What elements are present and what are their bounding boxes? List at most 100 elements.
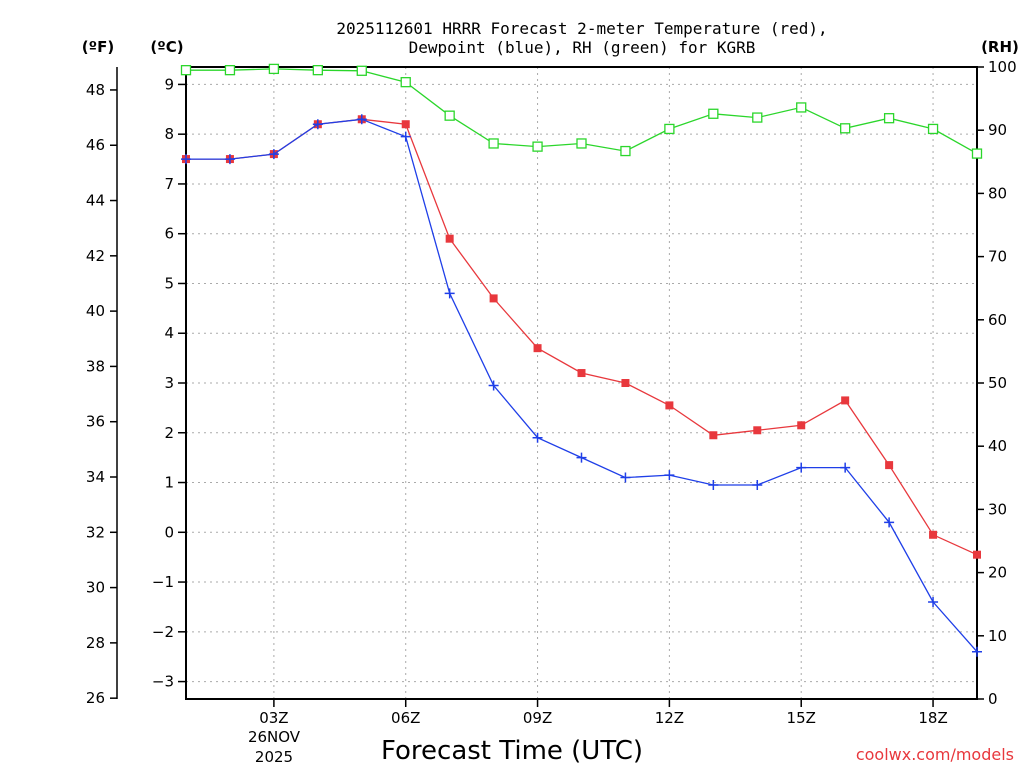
data-series bbox=[180, 63, 983, 657]
dewpoint-point bbox=[488, 380, 499, 391]
fahrenheit-tick-label: 40 bbox=[86, 302, 105, 320]
dewpoint-point bbox=[356, 114, 367, 125]
rh-point bbox=[400, 77, 411, 88]
rh-point bbox=[532, 141, 543, 152]
dewpoint-point bbox=[884, 517, 895, 528]
grid-lines bbox=[186, 67, 977, 699]
temperature-point bbox=[753, 426, 762, 435]
celsius-tick-label: −1 bbox=[152, 573, 174, 591]
dewpoint-point bbox=[224, 154, 235, 165]
dewpoint-point bbox=[752, 480, 763, 491]
fahrenheit-tick-label: 46 bbox=[86, 136, 105, 154]
x-tick-label: 15Z bbox=[787, 709, 816, 727]
rh-series bbox=[180, 63, 983, 159]
rh-point bbox=[312, 65, 323, 76]
dewpoint-point bbox=[532, 432, 543, 443]
celsius-tick-label: 7 bbox=[164, 175, 174, 193]
rh-tick-label: 0 bbox=[988, 690, 998, 708]
celsius-tick-label: 4 bbox=[164, 324, 174, 342]
fahrenheit-tick-label: 30 bbox=[86, 579, 105, 597]
dewpoint-point bbox=[400, 131, 411, 142]
rh-point bbox=[576, 138, 587, 149]
rh-point bbox=[268, 63, 280, 75]
x-axis-label: Forecast Time (UTC) bbox=[381, 736, 643, 766]
dewpoint-point bbox=[312, 119, 323, 130]
rh-point bbox=[752, 112, 763, 123]
rh-point bbox=[224, 65, 236, 76]
fahrenheit-tick-label: 26 bbox=[86, 689, 105, 707]
temperature-point bbox=[709, 431, 718, 440]
dewpoint-point bbox=[664, 470, 675, 481]
fahrenheit-tick-label: 48 bbox=[86, 81, 105, 99]
fahrenheit-unit-label: (ºF) bbox=[82, 38, 114, 56]
temperature-point bbox=[841, 396, 850, 405]
temperature-series bbox=[182, 115, 981, 559]
temperature-point bbox=[489, 294, 498, 303]
dewpoint-point bbox=[840, 462, 851, 473]
chart-title-line1: 2025112601 HRRR Forecast 2-meter Tempera… bbox=[336, 19, 827, 38]
temperature-point bbox=[533, 344, 542, 353]
rh-tick-label: 10 bbox=[988, 627, 1007, 645]
axes: −3−2−10123456789262830323436384042444648… bbox=[86, 58, 1017, 727]
celsius-tick-label: −2 bbox=[152, 623, 174, 641]
celsius-tick-label: 2 bbox=[164, 424, 174, 442]
fahrenheit-tick-label: 32 bbox=[86, 523, 105, 541]
rh-tick-label: 70 bbox=[988, 248, 1007, 266]
rh-point bbox=[664, 123, 675, 135]
temperature-point bbox=[973, 550, 981, 559]
dewpoint-point bbox=[972, 646, 982, 657]
dewpoint-point bbox=[796, 462, 807, 473]
rh-tick-label: 20 bbox=[988, 564, 1007, 582]
labels: 2025112601 HRRR Forecast 2-meter Tempera… bbox=[82, 19, 1019, 766]
celsius-tick-label: 8 bbox=[164, 125, 174, 143]
dewpoint-point bbox=[928, 596, 939, 607]
temperature-point bbox=[665, 401, 674, 410]
rh-point bbox=[796, 102, 807, 113]
temperature-point bbox=[401, 120, 410, 129]
x-tick-label: 12Z bbox=[655, 709, 684, 727]
rh-tick-label: 90 bbox=[988, 121, 1007, 139]
rh-unit-label: (RH) bbox=[981, 38, 1019, 56]
rh-point bbox=[356, 65, 367, 76]
celsius-tick-label: 3 bbox=[164, 374, 174, 392]
fahrenheit-tick-label: 36 bbox=[86, 413, 105, 431]
fahrenheit-tick-label: 28 bbox=[86, 634, 105, 652]
temperature-point bbox=[929, 530, 938, 539]
rh-point bbox=[927, 123, 939, 135]
date-label-line1: 26NOV bbox=[248, 728, 301, 746]
fahrenheit-tick-label: 38 bbox=[86, 357, 105, 375]
celsius-tick-label: 6 bbox=[164, 225, 174, 243]
temperature-line bbox=[186, 118, 978, 556]
x-tick-label: 18Z bbox=[918, 709, 947, 727]
temperature-point bbox=[797, 421, 806, 430]
date-label-line2: 2025 bbox=[255, 748, 293, 766]
rh-point bbox=[488, 138, 499, 149]
celsius-tick-label: 9 bbox=[164, 75, 174, 93]
rh-tick-label: 60 bbox=[988, 311, 1007, 329]
celsius-tick-label: −3 bbox=[152, 673, 174, 691]
rh-point bbox=[883, 113, 895, 124]
rh-point bbox=[708, 108, 719, 119]
x-tick-label: 03Z bbox=[259, 709, 288, 727]
rh-tick-label: 100 bbox=[988, 58, 1017, 76]
dewpoint-line bbox=[186, 118, 978, 653]
x-tick-label: 06Z bbox=[391, 709, 420, 727]
celsius-tick-label: 1 bbox=[164, 474, 174, 492]
rh-point bbox=[840, 123, 851, 134]
dewpoint-point bbox=[268, 149, 279, 160]
rh-tick-label: 40 bbox=[988, 437, 1007, 455]
dewpoint-point bbox=[181, 154, 191, 165]
temperature-point bbox=[621, 379, 630, 387]
dewpoint-series bbox=[181, 114, 982, 657]
rh-tick-label: 30 bbox=[988, 500, 1007, 518]
dewpoint-point bbox=[708, 480, 719, 491]
fahrenheit-tick-label: 42 bbox=[86, 247, 105, 265]
celsius-tick-label: 5 bbox=[164, 274, 174, 292]
celsius-tick-label: 0 bbox=[164, 523, 174, 541]
rh-tick-label: 80 bbox=[988, 184, 1007, 202]
temperature-point bbox=[577, 369, 586, 378]
credit-text: coolwx.com/models bbox=[856, 745, 1014, 764]
x-tick-label: 09Z bbox=[523, 709, 552, 727]
fahrenheit-tick-label: 44 bbox=[86, 192, 105, 210]
